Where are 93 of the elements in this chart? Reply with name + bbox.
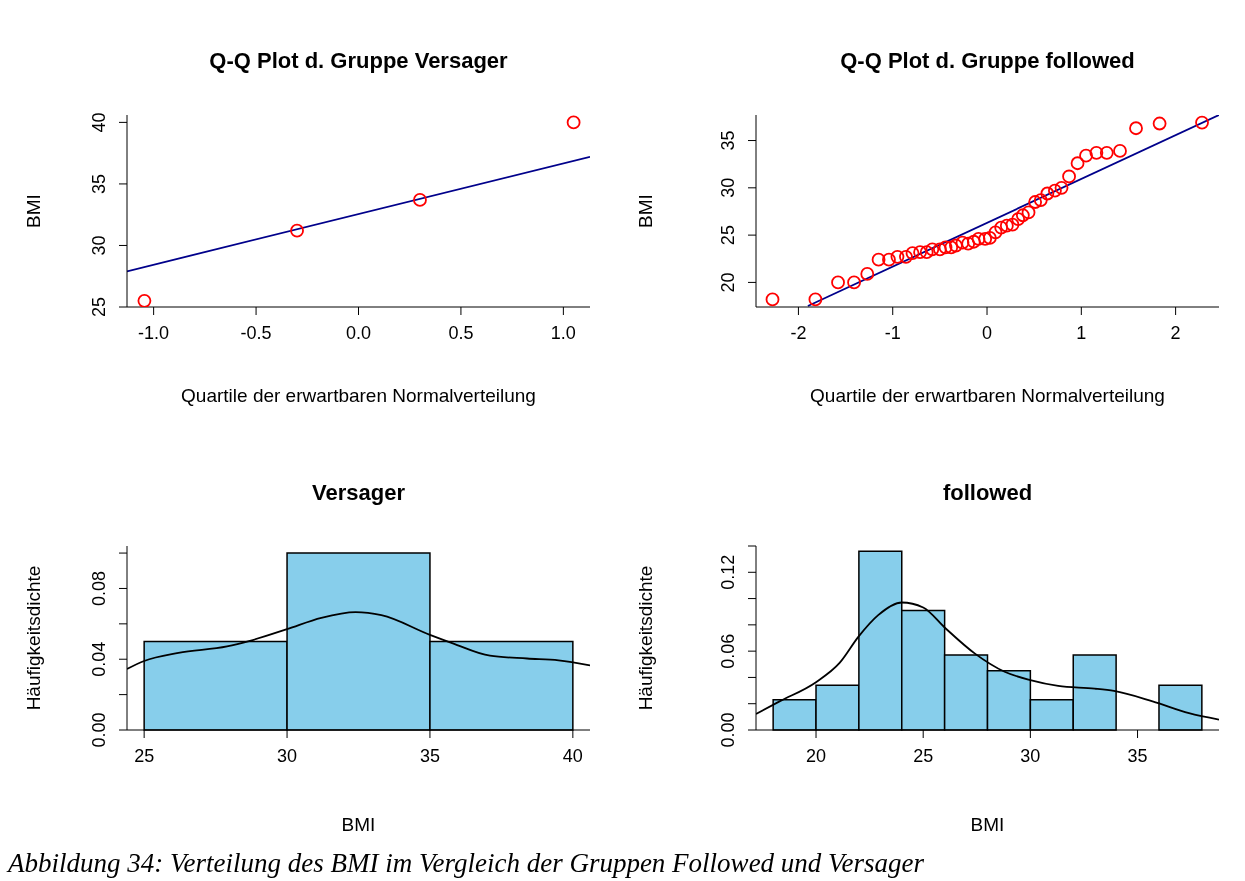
x-tick-label: 30: [1020, 746, 1041, 766]
y-axis-title: Häufigkeitsdichte: [23, 564, 45, 713]
y-axis-title: BMI: [635, 193, 657, 230]
x-tick-label: -1.0: [138, 323, 170, 343]
x-tick-label: 0.5: [448, 323, 474, 343]
y-tick-label: 35: [89, 173, 109, 194]
y-axis-title: Häufigkeitsdichte: [635, 564, 657, 713]
point: [1048, 183, 1062, 198]
point: [971, 232, 986, 246]
y-axis-title: BMI: [23, 193, 45, 230]
point: [1028, 195, 1043, 209]
chart-title: followed: [941, 480, 1034, 506]
x-axis-title: Quartile der erwartbaren Normalverteilung: [809, 385, 1166, 407]
y-tick-label: 0.08: [89, 570, 109, 606]
point: [1005, 217, 1020, 232]
x-tick-label: -0.5: [240, 323, 272, 343]
point: [808, 292, 823, 307]
point: [1040, 186, 1055, 201]
x-tick-label: 25: [913, 746, 934, 766]
point: [847, 275, 861, 290]
point: [1152, 116, 1167, 131]
point: [1113, 144, 1127, 158]
x-tick-label: 20: [806, 746, 827, 766]
point: [994, 220, 1009, 235]
point: [966, 234, 981, 249]
y-tick-label: 30: [718, 177, 738, 198]
y-tick-label: 25: [718, 225, 738, 246]
chart-title: Versager: [311, 480, 406, 506]
point: [1070, 156, 1085, 171]
x-tick-label: 30: [277, 746, 298, 766]
x-tick-label: -1: [884, 323, 901, 343]
point: [1062, 169, 1076, 184]
point: [999, 218, 1014, 233]
point: [831, 275, 845, 290]
point: [1079, 148, 1093, 163]
point: [955, 235, 970, 250]
x-tick-label: 35: [419, 746, 440, 766]
point: [905, 246, 920, 260]
point: [860, 267, 875, 281]
chart-title: Q-Q Plot d. Gruppe followed: [839, 48, 1136, 74]
point: [913, 245, 927, 260]
point: [890, 249, 905, 264]
x-tick-label: 2: [1170, 323, 1181, 343]
point: [871, 252, 886, 267]
y-tick-label: 0.12: [718, 554, 738, 590]
text: Abbildung 34: Verteilung des BMI im Vergleich der Gruppen Followed und Versager: [8, 848, 926, 879]
point: [944, 240, 959, 255]
point: [949, 238, 963, 253]
point: [137, 293, 152, 307]
point: [1054, 180, 1069, 195]
point: [765, 292, 780, 307]
point: [1015, 208, 1030, 223]
point: [932, 242, 947, 257]
y-tick-label: 40: [89, 112, 109, 133]
x-axis-title: Quartile der erwartbaren Normalverteilung: [180, 385, 537, 407]
x-tick-label: -2: [790, 323, 807, 343]
y-tick-label: 35: [718, 130, 738, 151]
point: [938, 240, 953, 255]
y-tick-label: 0.00: [89, 712, 109, 748]
y-tick-label: 0.04: [89, 641, 109, 677]
point: [1129, 121, 1143, 136]
point: [1089, 145, 1104, 160]
point: [982, 231, 997, 245]
y-tick-label: 0.06: [718, 633, 738, 669]
x-tick-label: 35: [1127, 746, 1148, 766]
point: [978, 232, 993, 246]
x-axis-title: BMI: [340, 814, 377, 836]
y-tick-label: 20: [718, 272, 738, 293]
x-tick-label: 40: [562, 746, 583, 766]
x-tick-label: 1: [1076, 323, 1087, 343]
x-tick-label: 25: [134, 746, 155, 766]
y-tick-label: 0.00: [718, 712, 738, 748]
x-axis-title: BMI: [969, 814, 1006, 836]
x-tick-label: 0: [982, 323, 993, 343]
point: [413, 193, 427, 207]
x-tick-label: 1.0: [550, 323, 576, 343]
point: [1021, 205, 1036, 220]
point: [919, 245, 934, 260]
point: [1099, 145, 1114, 160]
point: [1033, 193, 1048, 208]
point: [1011, 212, 1026, 226]
point: [566, 115, 581, 130]
point: [988, 225, 1003, 240]
point: [290, 223, 304, 238]
point: [925, 242, 940, 257]
point: [961, 236, 976, 251]
y-tick-label: 25: [89, 296, 109, 318]
chart-title: Q-Q Plot d. Gruppe Versager: [208, 48, 509, 74]
x-tick-label: 0.0: [345, 323, 372, 343]
point: [899, 249, 913, 264]
y-tick-label: 30: [89, 235, 109, 256]
point: [882, 252, 896, 267]
point: [1195, 115, 1209, 130]
